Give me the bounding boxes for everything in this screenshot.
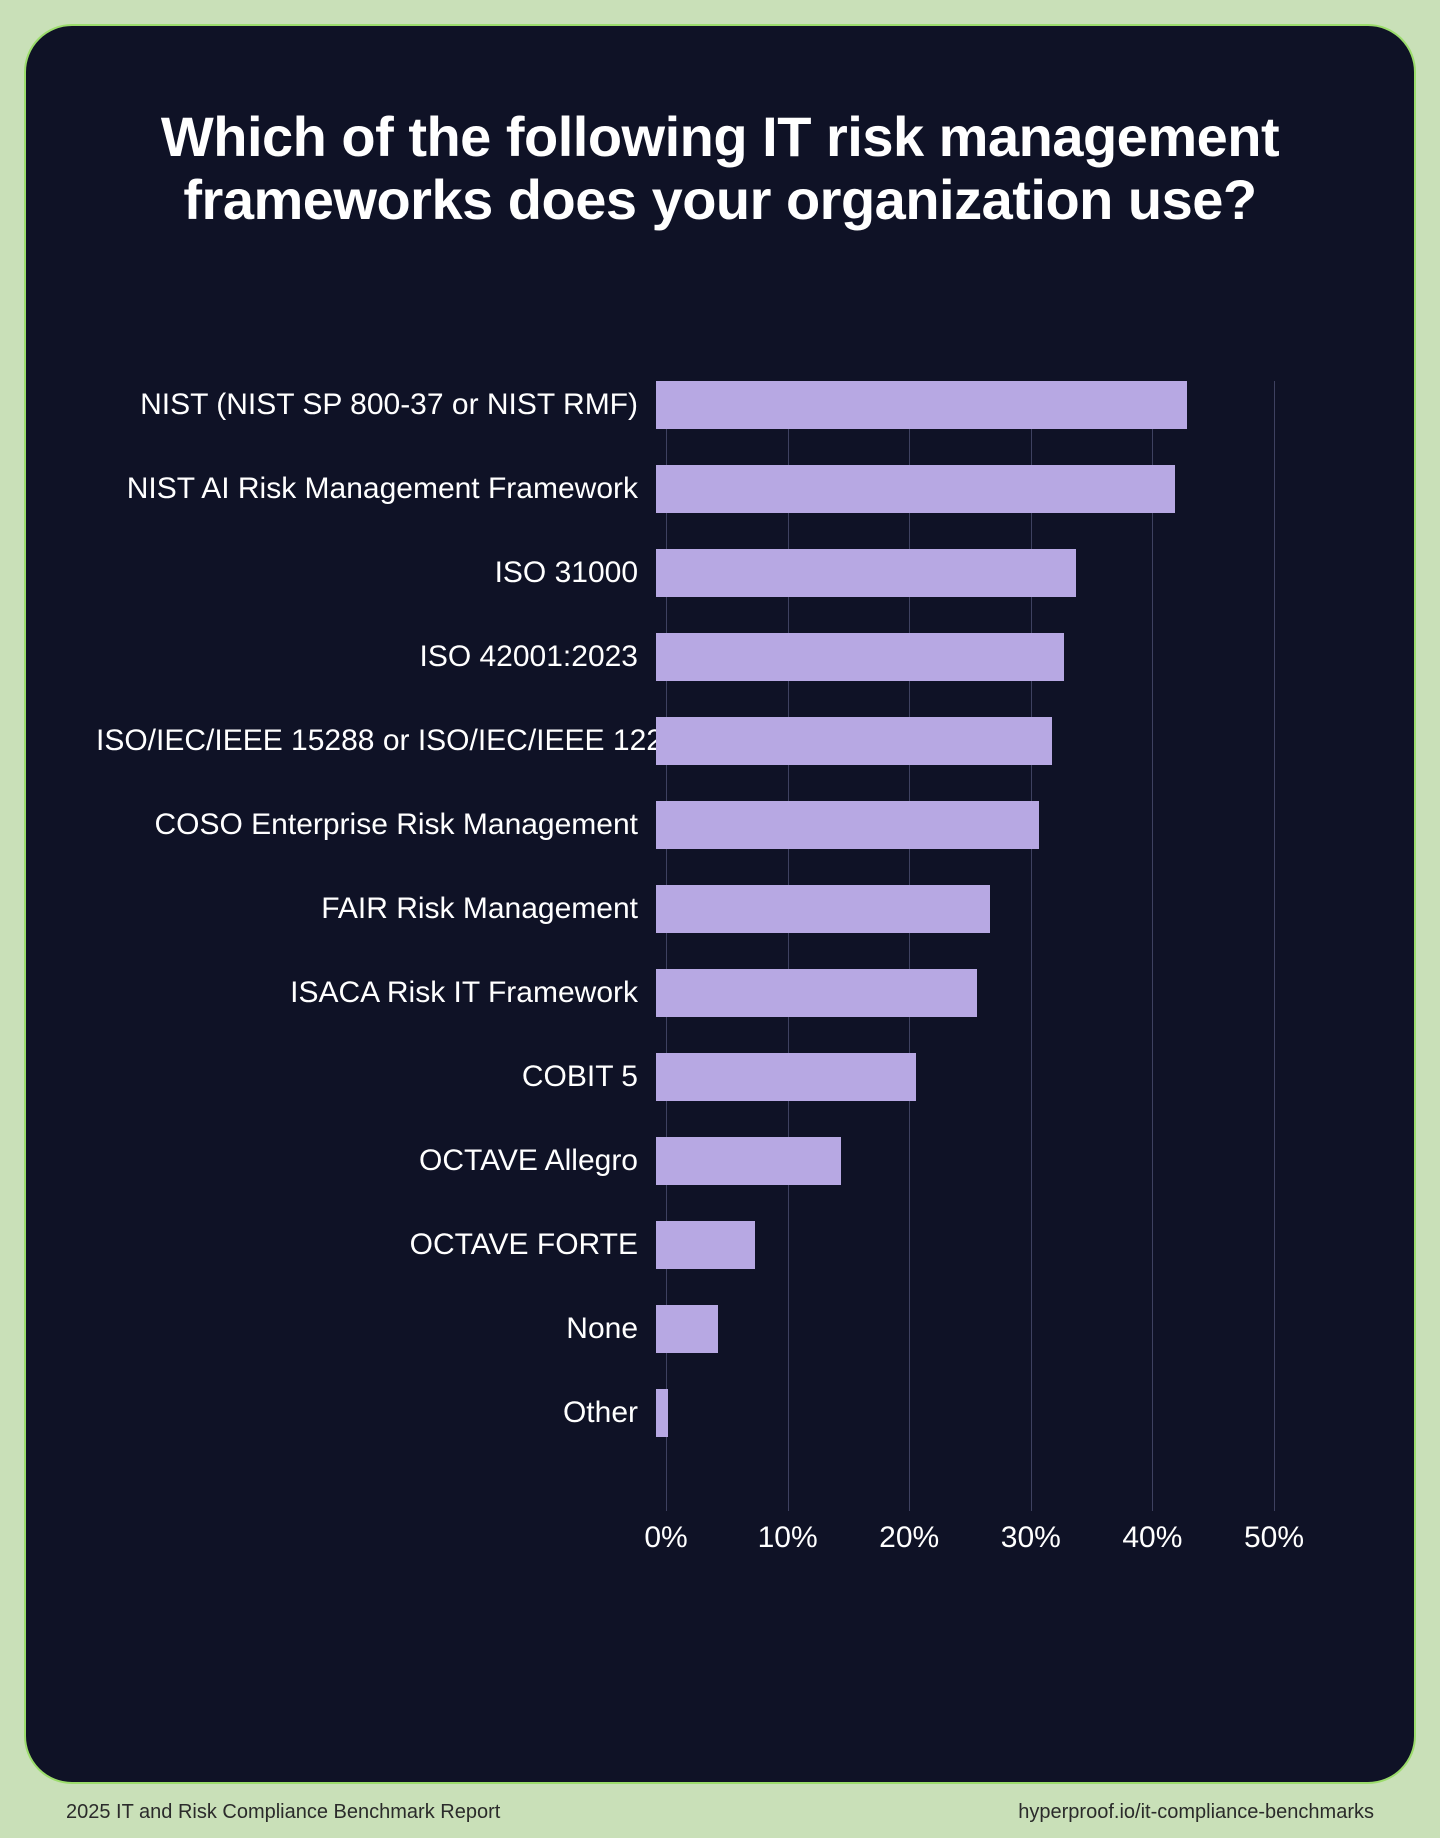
chart-bar [656,1389,668,1437]
chart-bar [656,549,1076,597]
chart-x-tick-label: 50% [1244,1521,1304,1555]
chart-row: COBIT 5 [96,1053,1274,1101]
chart-row-label: ISO 42001:2023 [96,640,656,674]
chart-row-label: COBIT 5 [96,1060,656,1094]
chart-bar [656,969,977,1017]
chart-bar [656,633,1064,681]
chart-bar [656,1137,841,1185]
chart-bar-track [656,1389,1274,1437]
chart-bar [656,1221,755,1269]
chart-bar [656,381,1187,429]
chart-row: OCTAVE Allegro [96,1137,1274,1185]
chart-x-axis: 0%10%20%30%40%50% [666,1511,1274,1571]
chart-bar-track [656,969,1274,1017]
chart-row: ISO 42001:2023 [96,633,1274,681]
chart-row: None [96,1305,1274,1353]
page-root: Which of the following IT risk managemen… [0,0,1440,1838]
chart-x-tick-label: 20% [879,1521,939,1555]
chart-row: Other [96,1389,1274,1437]
chart-row: FAIR Risk Management [96,885,1274,933]
chart: NIST (NIST SP 800-37 or NIST RMF) NIST AI… [96,381,1344,1571]
page-footer: 2025 IT and Risk Compliance Benchmark Re… [24,1790,1416,1834]
chart-row-label: COSO Enterprise Risk Management [96,808,656,842]
chart-bar-track [656,633,1274,681]
chart-x-tick-label: 10% [758,1521,818,1555]
chart-gridline [1274,381,1275,1511]
chart-row: ISO/IEC/IEEE 15288 or ISO/IEC/IEEE 12207 [96,717,1274,765]
chart-row-label: NIST AI Risk Management Framework [96,472,656,506]
chart-row: NIST AI Risk Management Framework [96,465,1274,513]
chart-row-label: Other [96,1396,656,1430]
chart-bar-track [656,885,1274,933]
chart-title: Which of the following IT risk managemen… [96,106,1344,231]
chart-x-tick-label: 40% [1122,1521,1182,1555]
chart-row-label: FAIR Risk Management [96,892,656,926]
chart-row-label: OCTAVE FORTE [96,1228,656,1262]
chart-bar [656,885,990,933]
chart-row: ISO 31000 [96,549,1274,597]
chart-x-tick-label: 30% [1001,1521,1061,1555]
chart-x-tick-label: 0% [644,1521,687,1555]
chart-bar-track [656,1305,1274,1353]
chart-bar [656,1053,916,1101]
chart-bar [656,465,1175,513]
chart-bar-track [656,1221,1274,1269]
chart-row: COSO Enterprise Risk Management [96,801,1274,849]
chart-row-label: ISACA Risk IT Framework [96,976,656,1010]
chart-bar-track [656,381,1274,429]
chart-bar [656,1305,718,1353]
chart-row-label: OCTAVE Allegro [96,1144,656,1178]
chart-row-label: ISO 31000 [96,556,656,590]
chart-bar-track [656,1137,1274,1185]
chart-bar-track [656,801,1274,849]
footer-right: hyperproof.io/it-compliance-benchmarks [1018,1801,1374,1824]
chart-row-label: None [96,1312,656,1346]
chart-row: NIST (NIST SP 800-37 or NIST RMF) [96,381,1274,429]
chart-bar [656,717,1052,765]
chart-row-label: NIST (NIST SP 800-37 or NIST RMF) [96,388,656,422]
chart-plot: NIST (NIST SP 800-37 or NIST RMF)NIST AI… [666,381,1274,1511]
chart-bar-track [656,717,1274,765]
footer-left: 2025 IT and Risk Compliance Benchmark Re… [66,1801,500,1824]
chart-bar-track [656,465,1274,513]
chart-bar-track [656,549,1274,597]
chart-bar-track [656,1053,1274,1101]
chart-row: OCTAVE FORTE [96,1221,1274,1269]
chart-row: ISACA Risk IT Framework [96,969,1274,1017]
chart-bar [656,801,1039,849]
chart-card: Which of the following IT risk managemen… [24,24,1416,1784]
chart-row-label: ISO/IEC/IEEE 15288 or ISO/IEC/IEEE 12207 [96,724,656,758]
